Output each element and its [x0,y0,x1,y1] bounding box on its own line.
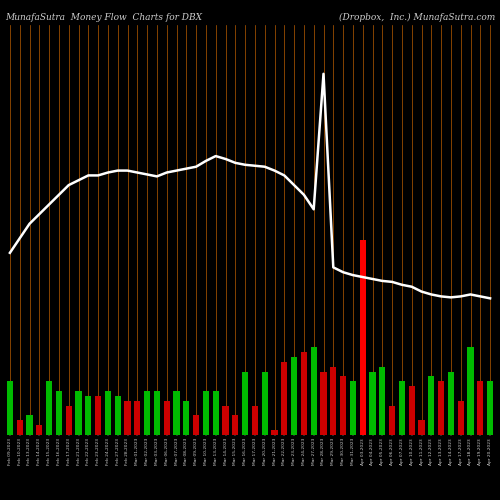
Bar [379,366,386,435]
Bar [114,396,121,435]
Bar [360,240,366,435]
Bar [438,382,444,435]
Bar [242,372,248,435]
Bar [76,391,82,435]
Bar [389,406,396,435]
Bar [174,391,180,435]
Bar [164,401,170,435]
Bar [252,406,258,435]
Bar [16,420,23,435]
Text: (Dropbox,  Inc.) MunafaSutra.com: (Dropbox, Inc.) MunafaSutra.com [339,12,495,22]
Bar [104,391,111,435]
Bar [85,396,91,435]
Bar [66,406,72,435]
Bar [458,401,464,435]
Bar [183,401,190,435]
Bar [262,372,268,435]
Bar [36,425,43,435]
Bar [46,382,52,435]
Bar [310,347,317,435]
Bar [202,391,209,435]
Bar [6,382,13,435]
Bar [340,376,346,435]
Bar [448,372,454,435]
Bar [26,416,32,435]
Bar [320,372,326,435]
Bar [428,376,434,435]
Bar [193,416,200,435]
Bar [370,372,376,435]
Bar [330,366,336,435]
Bar [222,406,228,435]
Bar [281,362,287,435]
Bar [468,347,473,435]
Bar [56,391,62,435]
Bar [408,386,415,435]
Bar [134,401,140,435]
Bar [212,391,219,435]
Bar [272,430,278,435]
Bar [350,382,356,435]
Bar [300,352,307,435]
Text: MunafaSutra  Money Flow  Charts for DBX: MunafaSutra Money Flow Charts for DBX [5,12,202,22]
Bar [95,396,102,435]
Bar [291,357,298,435]
Bar [477,382,484,435]
Bar [398,382,405,435]
Bar [487,382,494,435]
Bar [124,401,130,435]
Bar [144,391,150,435]
Bar [154,391,160,435]
Bar [232,416,238,435]
Bar [418,420,424,435]
